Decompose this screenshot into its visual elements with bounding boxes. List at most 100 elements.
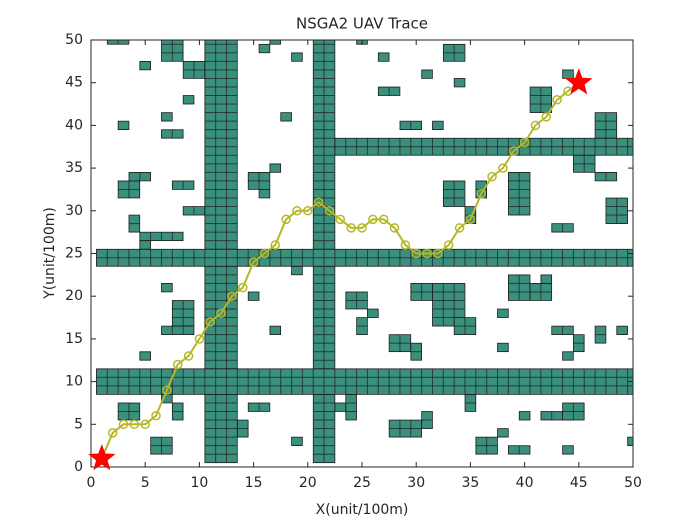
obstacle: [345, 394, 357, 421]
x-tick-label: 10: [190, 475, 208, 491]
waypoint: [216, 308, 226, 319]
obstacle: [139, 231, 184, 242]
obstacle: [150, 436, 173, 455]
obstacle: [627, 436, 634, 446]
waypoint: [389, 223, 400, 233]
obstacle: [128, 214, 141, 233]
waypoint: [357, 223, 367, 233]
obstacle: [551, 223, 574, 233]
waypoint: [454, 223, 465, 233]
obstacle: [269, 39, 282, 45]
waypoint: [140, 419, 150, 430]
obstacle: [497, 428, 509, 438]
obstacle: [182, 95, 195, 105]
waypoint: [476, 188, 486, 199]
y-tick-label: 15: [65, 331, 83, 347]
waypoint: [107, 428, 118, 438]
waypoint: [530, 120, 541, 131]
waypoint: [378, 214, 389, 225]
waypoint: [433, 248, 443, 259]
waypoint: [259, 248, 270, 259]
obstacle: [497, 342, 509, 353]
waypoint: [151, 411, 161, 421]
obstacle: [161, 129, 184, 139]
waypoint: [227, 291, 237, 301]
obstacle: [377, 86, 401, 96]
obstacle: [442, 43, 466, 62]
waypoint: [400, 240, 411, 250]
waypoint: [313, 197, 324, 208]
x-tick-label: 0: [87, 475, 96, 491]
obstacle: [410, 342, 422, 361]
obstacle: [247, 291, 260, 301]
waypoint: [172, 359, 183, 370]
waypoint: [498, 163, 508, 173]
x-tick-label: 45: [570, 475, 588, 491]
obstacle: [367, 308, 379, 318]
y-tick-label: 45: [65, 75, 83, 91]
obstacle: [139, 351, 151, 361]
obstacle: [117, 180, 141, 199]
obstacle: [605, 197, 628, 224]
obstacle: [377, 52, 390, 62]
obstacle: [139, 240, 151, 250]
waypoint: [541, 112, 552, 122]
chart-title: NSGA2 UAV Trace: [296, 15, 428, 33]
y-tick-label: 50: [65, 32, 83, 48]
obstacle: [399, 120, 422, 131]
obstacle: [280, 112, 292, 122]
obstacle: [421, 411, 433, 429]
waypoint: [519, 137, 530, 148]
x-axis-label: X(unit/100m): [316, 502, 409, 518]
y-tick-label: 10: [65, 374, 83, 390]
obstacle: [161, 325, 195, 335]
waypoint: [183, 351, 194, 361]
obstacle: [388, 419, 422, 438]
obstacle: [562, 351, 574, 361]
obstacle: [551, 325, 574, 335]
x-tick-label: 35: [461, 475, 479, 491]
waypoint: [465, 214, 476, 225]
y-tick-label: 40: [65, 117, 83, 133]
x-tick-label: 20: [299, 475, 317, 491]
obstacle: [291, 265, 303, 276]
waypoint: [346, 223, 356, 233]
obstacle: [128, 172, 151, 182]
waypoint: [281, 214, 291, 225]
obstacle: [507, 172, 531, 216]
obstacle: [573, 154, 596, 173]
y-tick-label: 0: [74, 459, 83, 475]
obstacle: [507, 445, 531, 455]
obstacle: [334, 137, 634, 156]
y-tick-label: 25: [65, 246, 83, 262]
goal-marker: [565, 68, 593, 95]
obstacle: [573, 334, 585, 353]
obstacle: [616, 325, 628, 335]
obstacle: [171, 180, 195, 190]
obstacle: [464, 394, 477, 412]
obstacle: [258, 43, 271, 54]
x-tick-label: 30: [407, 475, 425, 491]
obstacle: [442, 180, 466, 207]
x-tick-label: 25: [353, 475, 371, 491]
waypoint: [205, 317, 215, 327]
waypoint: [368, 214, 378, 225]
waypoint: [238, 282, 248, 293]
waypoint: [324, 206, 335, 216]
obstacle: [171, 300, 195, 327]
waypoint: [422, 248, 432, 259]
obstacle: [236, 419, 249, 438]
obstacle: [139, 60, 151, 71]
obstacle: [432, 120, 444, 131]
y-tick-label: 35: [65, 160, 83, 176]
obstacle: [182, 60, 206, 79]
obstacle: [269, 163, 282, 173]
waypoint: [194, 334, 205, 344]
obstacle: [269, 325, 282, 335]
obstacle: [421, 69, 433, 79]
waypoint: [270, 240, 281, 250]
x-tick-label: 15: [245, 475, 263, 491]
obstacle: [562, 445, 574, 455]
waypoint: [487, 171, 497, 182]
